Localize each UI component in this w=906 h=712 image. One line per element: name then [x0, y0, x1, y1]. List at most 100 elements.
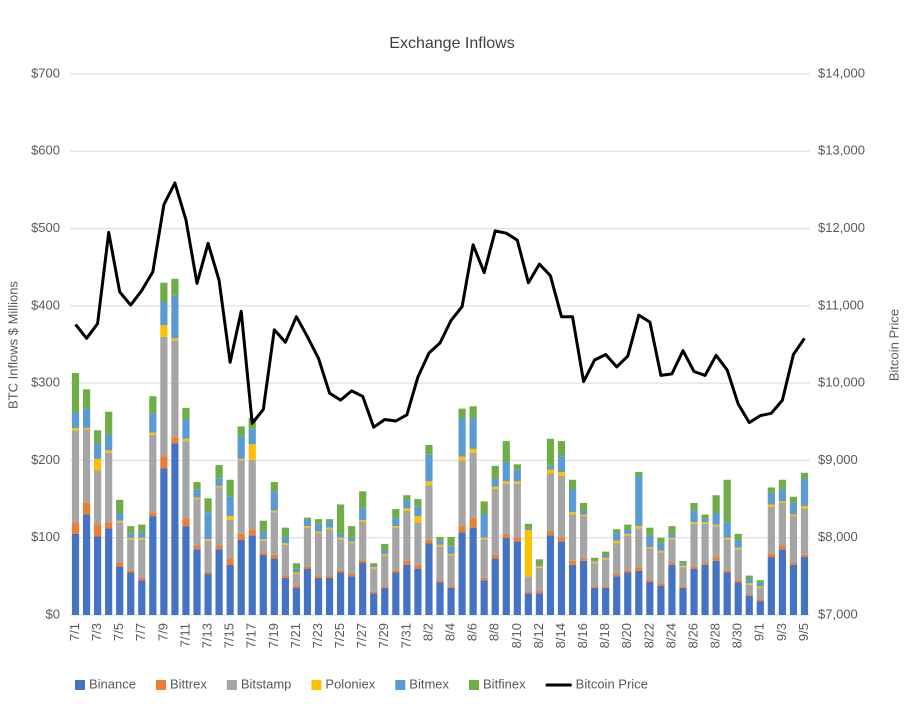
bar-segment — [226, 479, 234, 497]
bar-segment — [403, 560, 411, 565]
y-tick-label: $700 — [31, 65, 60, 80]
bar-segment — [657, 583, 665, 586]
bar-segment — [568, 512, 577, 515]
bar-segment — [668, 564, 676, 615]
bar-segment — [403, 508, 411, 511]
bar-segment — [359, 508, 367, 520]
bar-segment — [513, 481, 521, 484]
bar-segment — [734, 549, 742, 581]
bar-segment — [116, 499, 124, 513]
bar-segment — [690, 566, 698, 569]
x-tick-label: 7/31 — [398, 623, 413, 648]
bar-segment — [701, 523, 709, 563]
bar-segment — [469, 452, 477, 519]
y-tick-label: $300 — [31, 375, 60, 390]
bar-segment — [292, 587, 301, 615]
x-tick-label: 7/19 — [266, 623, 281, 648]
legend-marker — [395, 680, 406, 690]
bar-segment — [314, 533, 323, 576]
x-tick-label: 8/14 — [553, 623, 568, 648]
bar-segment — [259, 540, 267, 553]
bar-segment — [138, 537, 146, 540]
x-tick-label: 7/5 — [111, 623, 126, 641]
bar-segment — [370, 565, 378, 568]
bar-segment — [436, 544, 444, 547]
bar-segment — [215, 549, 223, 615]
bar-segment — [303, 566, 312, 569]
y-tick-label: $400 — [31, 297, 60, 312]
legend-label: Poloniex — [325, 676, 375, 691]
bar-segment — [513, 541, 521, 615]
bar-segment — [303, 527, 312, 567]
bar-segment — [138, 539, 146, 578]
bar-segment — [502, 483, 510, 534]
x-tick-label: 7/13 — [199, 623, 214, 648]
bar-segment — [557, 456, 566, 473]
bar-segment — [602, 586, 610, 588]
bar-segment — [325, 577, 334, 615]
bar-segment — [800, 508, 809, 555]
x-tick-label: 7/25 — [332, 623, 347, 648]
bar-segment — [248, 459, 256, 530]
x-tick-label: 7/1 — [67, 623, 82, 641]
bar-segment — [204, 539, 212, 541]
bar-segment — [226, 496, 234, 517]
bar-segment — [800, 472, 809, 479]
bar-segment — [690, 502, 698, 511]
bar-segment — [105, 452, 113, 523]
x-tick-label: 9/1 — [752, 623, 767, 641]
bar-segment — [701, 562, 709, 565]
bar-segment — [149, 413, 157, 433]
bar-segment — [325, 527, 334, 530]
x-tick-label: 8/6 — [465, 623, 480, 641]
bar-segment — [348, 537, 356, 542]
bar-segment — [270, 558, 278, 615]
bar-segment — [138, 577, 146, 581]
bar-segment — [723, 537, 731, 540]
bar-segment — [215, 545, 223, 550]
bar-segment — [270, 512, 278, 555]
x-tick-label: 7/17 — [244, 623, 259, 648]
bar-segment — [392, 572, 400, 615]
bar-segment — [491, 465, 499, 479]
bar-segment — [359, 491, 367, 509]
x-tick-label: 8/30 — [730, 623, 745, 648]
x-tick-label: 7/11 — [177, 623, 192, 647]
bar-segment — [425, 543, 433, 615]
y-tick-label: $200 — [31, 452, 60, 467]
bar-segment — [314, 531, 323, 534]
bar-segment — [712, 526, 720, 558]
bar-segment — [491, 489, 499, 555]
bar-segment — [447, 546, 455, 554]
bar-segment — [524, 576, 532, 592]
bar-segment — [502, 441, 510, 462]
bar-segment — [624, 535, 632, 571]
y2-tick-label: $10,000 — [818, 375, 865, 390]
bar-segment — [557, 472, 566, 476]
bar-segment — [734, 580, 742, 583]
bar-segment — [458, 460, 466, 527]
bar-segment — [458, 526, 466, 533]
bar-segment — [127, 539, 135, 571]
bar-segment — [646, 579, 654, 582]
bar-segment — [624, 533, 632, 536]
bar-segment — [237, 540, 245, 615]
chart-title: Exchange Inflows — [389, 35, 514, 52]
bar-segment — [524, 593, 532, 615]
bar-segment — [701, 514, 709, 519]
bar-segment — [270, 482, 278, 492]
bar-segment — [94, 443, 102, 459]
bar-segment — [491, 554, 499, 559]
bar-segment — [116, 512, 124, 521]
bar-segment — [668, 539, 676, 563]
bar-segment — [182, 526, 190, 615]
bar-segment — [579, 516, 588, 559]
bar-segment — [105, 450, 113, 453]
bar-segment — [237, 458, 245, 461]
bar-segment — [348, 543, 356, 575]
legend-marker — [75, 680, 85, 690]
bar-segment — [668, 533, 676, 538]
bar-segment — [149, 434, 157, 513]
bar-segment — [767, 506, 775, 554]
